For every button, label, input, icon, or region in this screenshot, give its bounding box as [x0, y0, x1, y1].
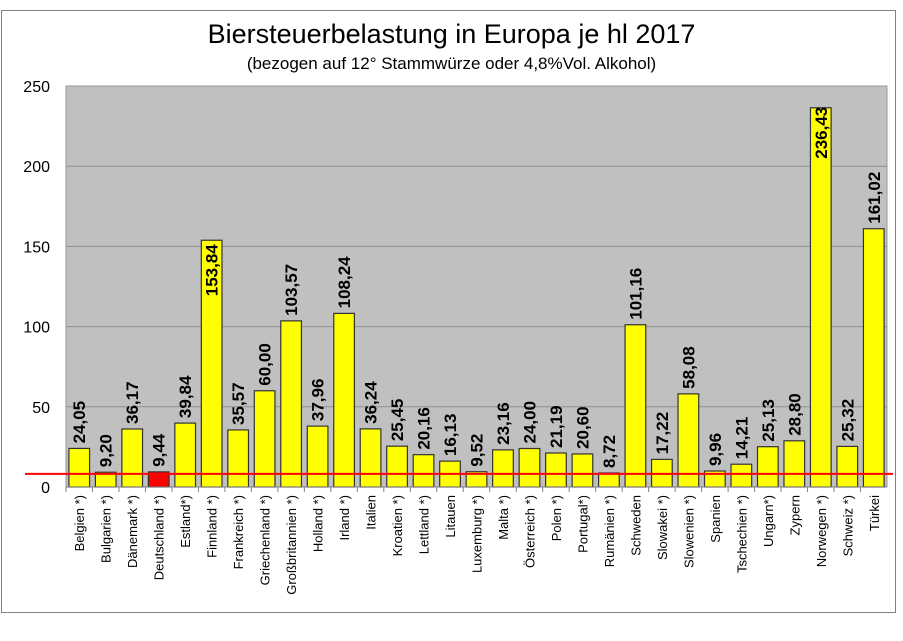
value-label: 36,24 [362, 381, 381, 424]
value-label: 21,19 [547, 405, 566, 448]
x-tick-label: Lettland *) [417, 495, 432, 554]
x-tick-label: Malta *) [496, 495, 511, 540]
bar [412, 454, 435, 488]
x-tick-label: Litauen [443, 495, 458, 538]
x-tick-label: Luxemburg *) [470, 495, 485, 573]
x-tick-label: Belgien *) [72, 495, 87, 551]
bar [571, 453, 594, 488]
value-label: 14,21 [732, 417, 751, 460]
x-tick-label: Portugal*) [575, 495, 590, 553]
value-label: 39,84 [176, 375, 195, 418]
bar [492, 449, 514, 488]
bar [306, 425, 329, 488]
x-tick-label: Finnland *) [205, 495, 220, 558]
bar [809, 107, 832, 488]
x-tick-label: Schweiz *) [840, 495, 855, 556]
x-tick-label: Tschechien *) [734, 495, 749, 573]
bar [730, 463, 753, 488]
x-tick-label: Estland*) [178, 495, 193, 548]
value-label: 16,13 [441, 414, 460, 457]
x-tick-label: Slowakei *) [655, 495, 670, 560]
bar [280, 320, 303, 488]
value-label: 8,72 [600, 435, 619, 468]
x-tick-label: Griechenland *) [258, 495, 273, 585]
y-tick-label: 200 [23, 159, 50, 176]
value-label: 28,80 [785, 393, 804, 436]
x-tick-label: Österreich *) [522, 495, 537, 568]
value-label: 9,52 [468, 434, 487, 467]
value-label: 101,16 [626, 268, 645, 320]
x-tick-label: Italien [364, 495, 379, 530]
x-tick-label: Deutschland *) [152, 495, 167, 580]
value-label: 9,96 [706, 433, 725, 466]
value-label: 236,43 [812, 107, 831, 159]
value-labels: 24,05 9,20 36,17 9,44 39,84 153,84 35,57 60,00 1… [70, 107, 884, 468]
value-label: 36,17 [123, 381, 142, 424]
bar [359, 428, 382, 488]
value-label: 9,20 [97, 434, 116, 467]
y-tick-label: 100 [23, 320, 50, 337]
bar [518, 447, 541, 488]
value-label: 103,57 [282, 264, 301, 316]
y-tick-label: 50 [32, 400, 50, 417]
value-label: 35,57 [229, 382, 248, 425]
y-axis: 0 50 100 150 200 250 [23, 79, 50, 497]
bar [333, 312, 356, 488]
x-tick-label: Großbritannien *) [284, 495, 299, 595]
value-label: 108,24 [335, 256, 354, 309]
x-tick-label: Türkei [867, 495, 882, 531]
x-tick-label: Slowenien *) [681, 495, 696, 568]
x-tick-label: Spanien [708, 495, 723, 543]
value-label: 25,45 [388, 399, 407, 442]
x-tick-label: Dänemark *) [125, 495, 140, 568]
bar [862, 228, 885, 488]
value-label: 161,02 [865, 172, 884, 224]
value-label: 58,08 [679, 346, 698, 389]
x-tick-label: Polen *) [549, 495, 564, 541]
y-tick-label: 250 [23, 79, 50, 96]
x-tick-label: Ungarn*) [761, 495, 776, 547]
x-tick-label: Kroatien *) [390, 495, 405, 556]
bar [836, 445, 859, 488]
value-label: 17,22 [653, 412, 672, 455]
bar [253, 390, 276, 488]
value-label: 153,84 [203, 244, 222, 297]
value-label: 20,16 [415, 407, 434, 450]
x-tick-label: Irland *) [337, 495, 352, 541]
value-label: 23,16 [494, 402, 513, 445]
bar [68, 447, 91, 488]
x-tick-label: Zypern [787, 495, 802, 535]
x-tick-label: Bulgarien *) [99, 495, 114, 563]
x-tick-label: Norwegen *) [814, 495, 829, 567]
bar [121, 428, 144, 488]
chart-subtitle: (bezogen auf 12° Stammwürze oder 4,8%Vol… [246, 54, 657, 73]
value-label: 24,00 [520, 401, 539, 444]
value-label: 60,00 [256, 343, 275, 386]
chart-title: Biersteuerbelastung in Europa je hl 2017 [207, 19, 696, 49]
bar [597, 472, 620, 488]
x-tick-label: Schweden [628, 495, 643, 556]
x-tick-label: Rumänien *) [602, 495, 617, 567]
bar [783, 440, 806, 488]
bar [227, 429, 250, 488]
bar [545, 452, 567, 488]
bar [174, 422, 197, 488]
bar [386, 445, 408, 488]
x-tick-label: Frankreich *) [231, 495, 246, 569]
value-label: 9,44 [150, 433, 169, 467]
bar [756, 446, 779, 488]
value-label: 25,32 [838, 399, 857, 442]
y-tick-label: 150 [23, 239, 50, 256]
bar [624, 324, 647, 488]
value-label: 25,13 [759, 399, 778, 442]
value-label: 37,96 [309, 379, 328, 422]
value-label: 20,60 [573, 406, 592, 449]
x-axis: Belgien *) Bulgarien *) Dänemark *) Deutsch… [65, 486, 887, 595]
x-tick-label: Holland *) [311, 495, 326, 552]
value-label: 24,05 [70, 401, 89, 444]
y-tick-label: 0 [41, 480, 50, 497]
